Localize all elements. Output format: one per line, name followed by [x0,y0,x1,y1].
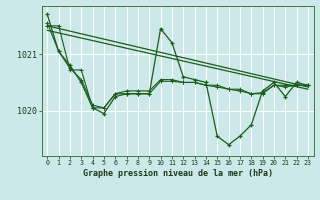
X-axis label: Graphe pression niveau de la mer (hPa): Graphe pression niveau de la mer (hPa) [83,169,273,178]
